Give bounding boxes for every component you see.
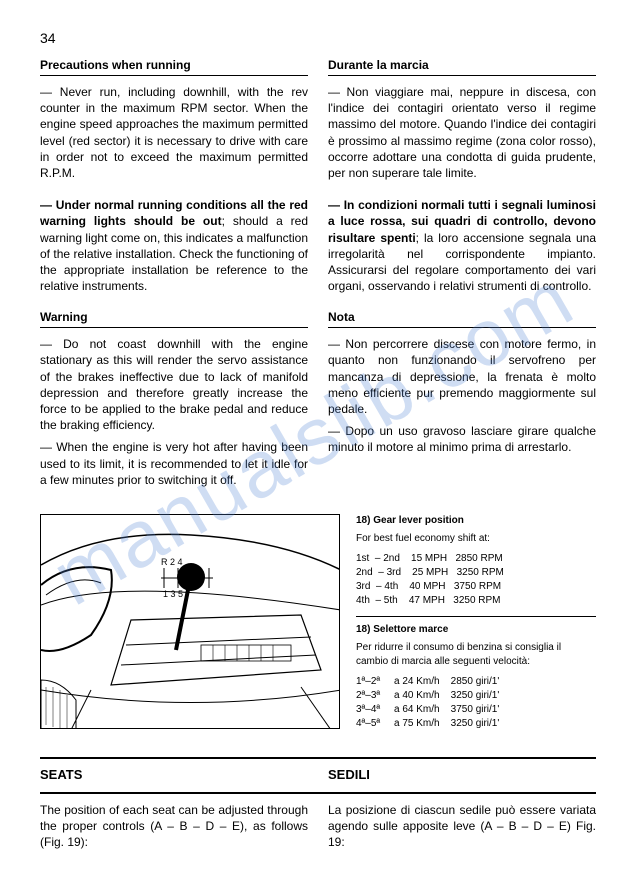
section-divider — [40, 792, 596, 794]
column-english: Precautions when running — Never run, in… — [40, 58, 308, 504]
gear-info-panel: 18) Gear lever position For best fuel ec… — [356, 514, 596, 739]
heading-seats-it: SEDILI — [328, 767, 596, 782]
seats-para-en: The position of each seat can be adjuste… — [40, 802, 308, 851]
gear-section: R 2 4 1 3 5 18) Gear lever position For … — [40, 514, 596, 739]
para-en-3: — Do not coast downhill with the engine … — [40, 336, 308, 433]
gear-subtitle-en: For best fuel economy shift at: — [356, 532, 596, 546]
page-number: 34 — [40, 30, 596, 46]
para-it-1: — Non viaggiare mai, neppure in discesa,… — [328, 84, 596, 181]
heading-precautions: Precautions when running — [40, 58, 308, 72]
heading-warning: Warning — [40, 310, 308, 324]
section-divider — [40, 757, 596, 759]
para-it-3: — Non percorrere discese con motore ferm… — [328, 336, 596, 417]
para-en-2: — Under normal running conditions all th… — [40, 197, 308, 294]
heading-seats-en: SEATS — [40, 767, 308, 782]
seats-para-it: La posizione di ciascun sedile può esser… — [328, 802, 596, 851]
divider — [328, 75, 596, 76]
seats-heading-row: SEATS SEDILI — [40, 767, 596, 784]
gear-subtitle-it: Per ridurre il consumo di benzina si con… — [356, 641, 596, 669]
gear-lever-illustration: R 2 4 1 3 5 — [40, 514, 340, 729]
para-en-4: — When the engine is very hot after havi… — [40, 439, 308, 488]
gear-table-en: 1st – 2nd 15 MPH 2850 RPM 2nd – 3rd 25 M… — [356, 552, 596, 608]
para-it-2: — In condizioni normali tutti i segnali … — [328, 197, 596, 294]
column-italian: Durante la marcia — Non viaggiare mai, n… — [328, 58, 596, 504]
svg-text:R 2 4: R 2 4 — [161, 557, 183, 567]
gear-title-en: 18) Gear lever position — [356, 514, 596, 528]
para-it-4: — Dopo un uso gravoso lasciare girare qu… — [328, 423, 596, 455]
divider — [328, 327, 596, 328]
divider — [40, 75, 308, 76]
divider — [40, 327, 308, 328]
para-en-1: — Never run, including downhill, with th… — [40, 84, 308, 181]
gear-title-it: 18) Selettore marce — [356, 623, 596, 637]
gear-table-it: 1ª–2ª a 24 Km/h 2850 giri/1' 2ª–3ª a 40 … — [356, 675, 596, 731]
gear-lever-svg: R 2 4 1 3 5 — [41, 515, 340, 729]
svg-text:1 3 5: 1 3 5 — [163, 589, 183, 599]
main-columns: Precautions when running — Never run, in… — [40, 58, 596, 504]
heading-nota: Nota — [328, 310, 596, 324]
seats-body-row: The position of each seat can be adjuste… — [40, 802, 596, 857]
heading-durante: Durante la marcia — [328, 58, 596, 72]
gear-separator — [356, 616, 596, 617]
